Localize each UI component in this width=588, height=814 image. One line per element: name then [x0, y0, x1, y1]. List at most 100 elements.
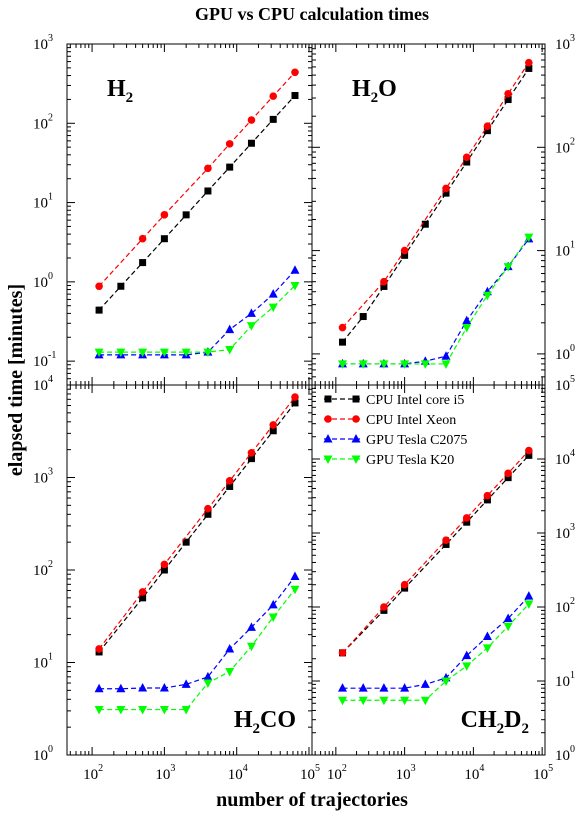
triangle-down-marker [503, 622, 513, 632]
square-marker [182, 211, 190, 219]
triangle-up-marker [503, 613, 513, 622]
y-tick-label: 100 [33, 744, 53, 764]
triangle-up-marker [379, 683, 389, 692]
triangle-down-marker [225, 667, 235, 677]
circle-marker [442, 184, 450, 193]
y-tick-base: 10 [555, 526, 570, 542]
triangle-down-marker [379, 696, 389, 706]
series-cpu-intel-xeon [338, 58, 533, 332]
y-tick-exponent: 0 [48, 271, 53, 282]
triangle-up-marker [482, 631, 492, 640]
y-tick-label: 102 [555, 136, 575, 156]
label-subscript: 2 [522, 721, 530, 737]
series-line [342, 68, 530, 343]
y-tick-exponent: 2 [570, 136, 575, 147]
circle-marker [504, 89, 512, 98]
square-marker [139, 259, 147, 267]
y-tick-label: 102 [33, 112, 53, 132]
square-marker [117, 282, 125, 290]
circle-marker [225, 140, 234, 148]
square-marker [380, 282, 388, 290]
series-gpu-tesla-k20 [338, 600, 534, 706]
y-tick-base: 10 [33, 563, 48, 579]
y-tick-base: 10 [555, 674, 570, 690]
legend-entry: GPU Tesla K20 [323, 453, 454, 468]
square-marker [291, 399, 299, 407]
triangle-down-marker [400, 696, 410, 706]
label-main: H [352, 76, 371, 102]
triangle-down-marker [441, 360, 451, 369]
panels-layer: 10-1100101102103H2100101102103H2O1001011… [33, 33, 575, 783]
y-tick-exponent: 2 [48, 559, 53, 570]
y-tick-base: 10 [555, 140, 570, 156]
triangle-up-marker [462, 315, 472, 325]
y-tick-label: 100 [33, 271, 53, 291]
triangle-down-marker [159, 706, 169, 715]
triangle-down-marker [323, 455, 333, 464]
y-tick-label: 103 [555, 33, 575, 53]
circle-marker [338, 323, 347, 332]
circle-marker [138, 588, 147, 596]
triangle-down-marker [462, 324, 472, 333]
y-tick-base: 10 [33, 37, 48, 53]
triangle-down-marker [462, 662, 472, 671]
square-marker [463, 158, 471, 166]
y-tick-label: 100 [555, 744, 575, 764]
triangle-down-marker [358, 360, 368, 369]
triangle-up-marker [462, 650, 472, 660]
x-tick-label: 102 [327, 763, 347, 783]
series-line [342, 450, 530, 654]
circle-marker [138, 234, 147, 243]
circle-marker [483, 122, 492, 131]
circle-marker [95, 645, 103, 653]
square-marker [525, 451, 533, 459]
x-tick-base: 10 [300, 767, 315, 783]
square-marker [226, 482, 234, 490]
circle-marker [352, 415, 360, 423]
square-marker [525, 64, 533, 72]
circle-marker [462, 514, 471, 522]
y-tick-exponent: 2 [48, 112, 53, 123]
series-gpu-tesla-c2075 [94, 571, 300, 693]
series-line [99, 576, 296, 690]
x-tick-base: 10 [155, 767, 170, 783]
circle-marker [525, 58, 533, 67]
series-line [98, 396, 296, 650]
square-marker [359, 313, 367, 321]
y-tick-exponent: 4 [48, 374, 53, 385]
series-gpu-tesla-c2075 [94, 265, 300, 359]
label-main: H [107, 76, 126, 102]
label-main: CH [461, 707, 497, 733]
triangle-up-marker [441, 351, 451, 360]
y-tick-base: 10 [33, 656, 48, 672]
panel-label-h2: H2 [107, 76, 133, 106]
label-tail: CO [260, 707, 296, 733]
series-cpu-intel-core-i5 [95, 399, 299, 656]
y-tick-exponent: 3 [570, 522, 575, 533]
y-tick-label: 104 [33, 374, 53, 394]
square-marker [160, 566, 168, 574]
triangle-down-marker [116, 706, 126, 715]
series-line [98, 402, 296, 653]
panel-frame [66, 384, 313, 756]
triangle-down-marker [338, 360, 348, 369]
series-line [98, 95, 296, 311]
label-subscript: 2 [371, 90, 379, 106]
y-tick-base: 10 [555, 600, 570, 616]
label-subscript: 2 [253, 721, 261, 737]
triangle-down-marker [94, 348, 104, 358]
y-tick-label: 103 [33, 467, 53, 487]
x-tick-exponent: 2 [342, 763, 347, 774]
series-gpu-tesla-k20 [94, 281, 300, 358]
square-marker [226, 163, 234, 171]
y-tick-base: 10 [33, 275, 48, 291]
triangle-down-marker [400, 360, 410, 369]
triangle-up-marker [159, 683, 169, 692]
series-gpu-tesla-k20 [94, 585, 300, 715]
triangle-up-marker [290, 265, 300, 274]
series-line [342, 595, 530, 689]
triangle-down-marker [94, 706, 104, 715]
